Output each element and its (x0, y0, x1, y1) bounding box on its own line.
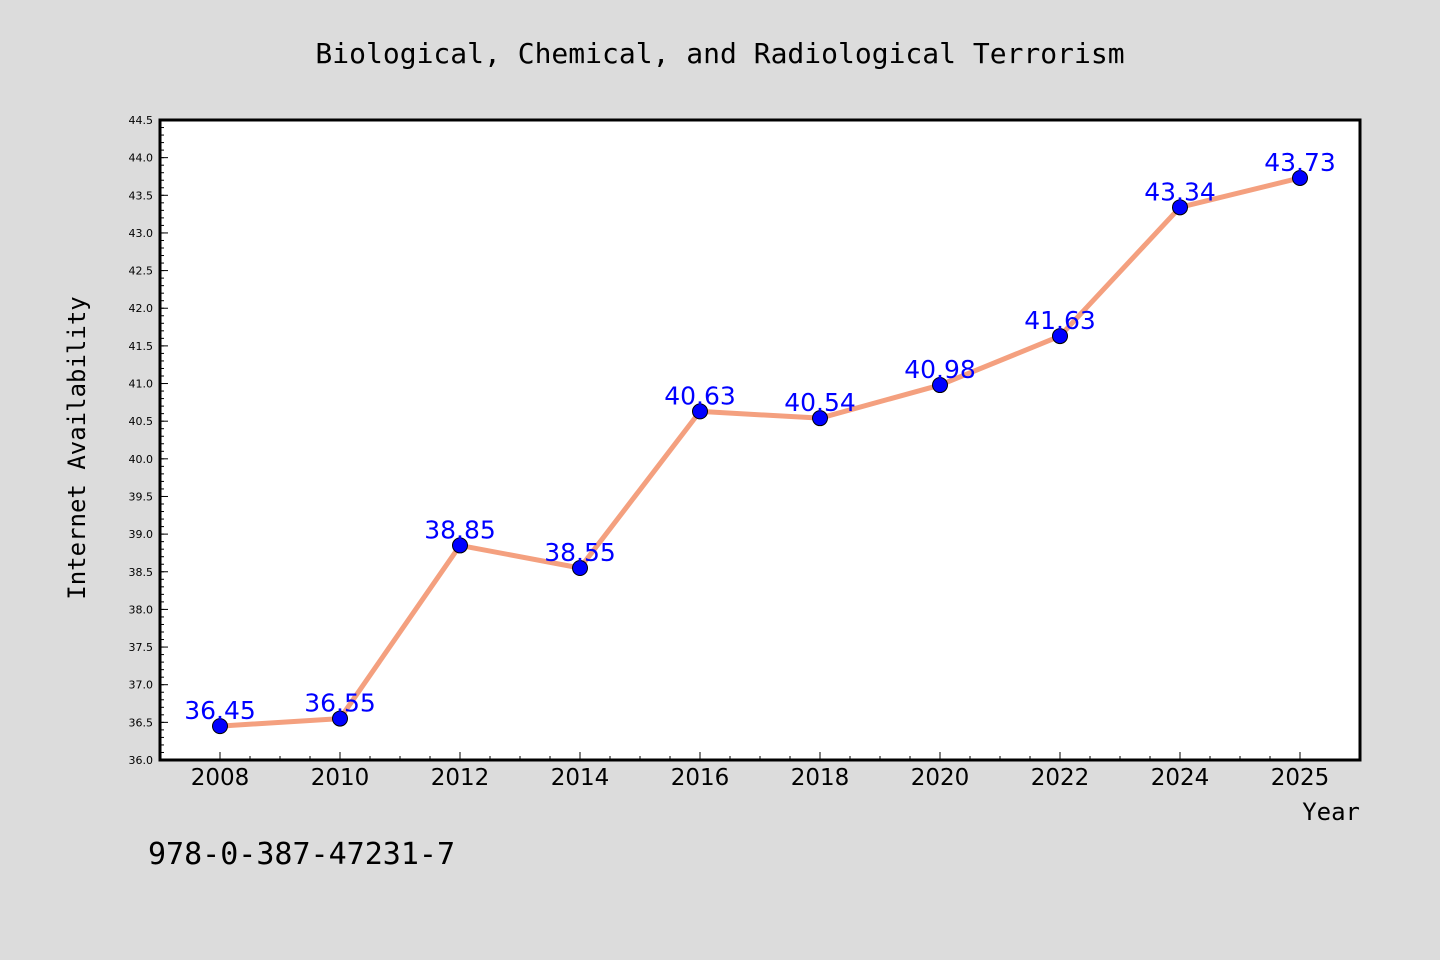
data-label: 38.55 (544, 538, 616, 567)
data-label: 43.34 (1144, 177, 1216, 206)
data-point (332, 710, 348, 727)
x-tick-label: 2014 (551, 765, 610, 791)
y-axis: 36.0 36.5 37.0 37.5 38.0 38.5 39.0 39.5 40.0 40.5… (129, 114, 168, 767)
y-tick-label: 41.5 (129, 340, 154, 353)
y-tick-label: 36.0 (129, 754, 154, 767)
x-axis: 2008 2010 2012 2014 2016 2018 2020 2022 2024 2025 (191, 752, 1330, 791)
y-tick-label: 44.0 (129, 152, 154, 165)
y-tick-label: 41.0 (129, 378, 154, 391)
series-line (219, 175, 1301, 729)
y-tick-label: 42.5 (129, 265, 154, 278)
x-tick-label: 2025 (1271, 765, 1330, 791)
x-tick-label: 2016 (671, 765, 730, 791)
y-tick-label: 38.5 (129, 566, 154, 579)
x-tick-label: 2018 (791, 765, 850, 791)
x-tick-label: 2010 (311, 765, 370, 791)
data-point (1292, 169, 1308, 186)
x-axis-label: Year (1302, 798, 1360, 826)
data-point (212, 718, 228, 735)
data-label: 38.85 (424, 515, 496, 544)
data-label: 36.55 (304, 689, 376, 718)
chart-title: Biological, Chemical, and Radiological T… (315, 37, 1124, 70)
data-point (812, 410, 828, 427)
y-tick-label: 36.5 (129, 716, 154, 729)
x-tick-label: 2012 (431, 765, 490, 791)
data-point (452, 537, 468, 554)
data-label: 40.98 (904, 355, 976, 384)
y-tick-label: 42.0 (129, 302, 154, 315)
y-tick-label: 40.5 (129, 415, 154, 428)
data-point (1052, 328, 1068, 345)
y-tick-label: 37.5 (129, 641, 154, 654)
data-label: 40.54 (784, 388, 856, 417)
x-tick-label: 2020 (911, 765, 970, 791)
y-tick-label: 37.0 (129, 679, 154, 692)
series: 36.45 36.55 38.85 38.55 40.63 40.54 40.98 41.63… (184, 148, 1336, 735)
isbn-annotation: 978-0-387-47231-7 (148, 837, 455, 872)
plot-area (158, 118, 1362, 762)
data-label: 40.63 (664, 381, 736, 410)
x-tick-label: 2008 (191, 765, 250, 791)
data-point (692, 403, 708, 420)
data-point (1172, 199, 1188, 216)
y-tick-label: 43.5 (129, 189, 154, 202)
y-tick-label: 39.0 (129, 528, 154, 541)
data-label: 43.73 (1264, 148, 1336, 177)
data-point (572, 560, 588, 576)
y-tick-label: 44.5 (129, 114, 154, 127)
x-tick-label: 2024 (1151, 765, 1210, 791)
y-tick-label: 39.5 (129, 490, 154, 503)
y-axis-label: Internet Availability (63, 296, 91, 599)
y-tick-label: 40.0 (129, 453, 154, 466)
data-label: 36.45 (184, 696, 256, 725)
y-tick-label: 43.0 (129, 227, 154, 240)
y-tick-label: 38.0 (129, 603, 154, 616)
data-point (932, 377, 948, 394)
x-tick-label: 2022 (1031, 765, 1090, 791)
data-label: 41.63 (1024, 306, 1096, 335)
